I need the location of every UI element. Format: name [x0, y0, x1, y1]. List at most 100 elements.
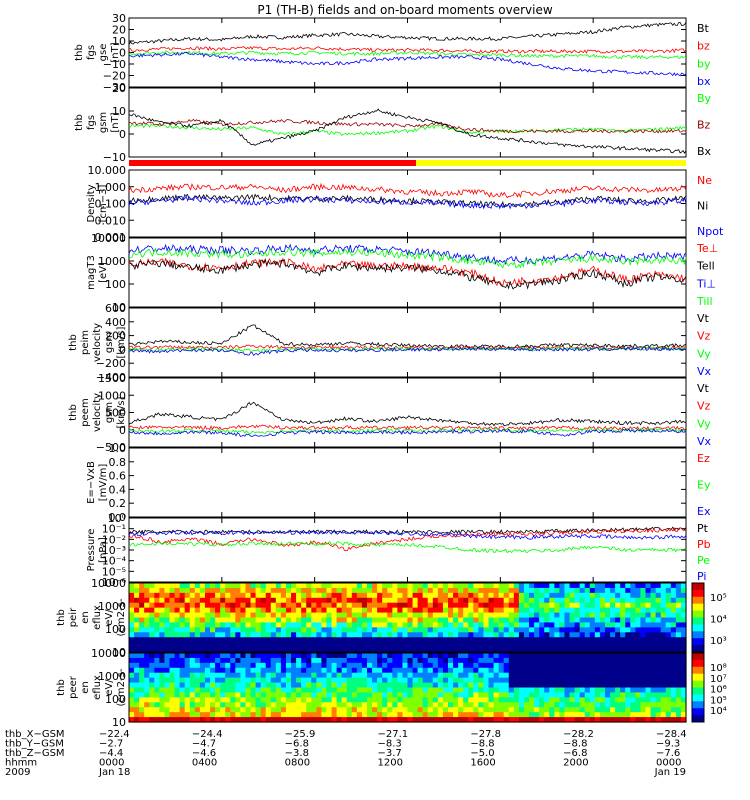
spectrogram-cell	[245, 687, 252, 694]
spectrogram-cell	[245, 632, 252, 638]
colorbar-segment	[692, 624, 704, 632]
spectrogram-cell	[518, 597, 525, 604]
spectrogram-cell	[620, 612, 626, 619]
spectrogram-cell	[260, 702, 267, 708]
spectrogram-cell	[382, 602, 388, 609]
spectrogram-cell	[366, 622, 373, 628]
spectrogram-cell	[463, 632, 469, 638]
spectrogram-cell	[417, 717, 424, 723]
spectrogram-cell	[670, 707, 677, 713]
spectrogram-cell	[427, 642, 434, 648]
spectrogram-cell	[336, 657, 343, 664]
spectrogram-cell	[179, 707, 186, 713]
spectrogram-cell	[366, 617, 373, 624]
spectrogram-cell	[625, 627, 631, 633]
spectrogram-cell	[230, 682, 236, 689]
spectrogram-cell	[534, 712, 540, 718]
spectrogram-cell	[372, 692, 378, 698]
spectrogram-cell	[331, 707, 338, 713]
spectrogram-cell	[164, 682, 171, 689]
spectrogram-cell	[427, 627, 434, 633]
spectrogram-cell	[610, 612, 616, 619]
spectrogram-cell	[174, 687, 181, 694]
spectrogram-cell	[260, 637, 267, 643]
spectrogram-cell	[422, 662, 429, 669]
spectrogram-cell	[174, 627, 181, 633]
spectrogram-cell	[301, 657, 307, 664]
legend-Till: Till	[696, 295, 713, 308]
spectrogram-cell	[604, 607, 611, 614]
spectrogram-cell	[559, 677, 566, 684]
spectrogram-cell	[508, 662, 515, 669]
spectrogram-cell	[311, 657, 317, 664]
spectrogram-cell	[372, 592, 378, 599]
colorbar-segment	[692, 673, 704, 682]
spectrogram-cell	[579, 597, 586, 604]
spectrogram-cell	[346, 627, 353, 633]
spectrogram-cell	[144, 687, 150, 694]
spectrogram-cell	[453, 647, 459, 653]
spectrogram-cell	[554, 587, 561, 594]
spectrogram-cell	[235, 672, 241, 679]
spectrogram-cell	[179, 672, 186, 679]
spectrogram-cell	[463, 692, 469, 698]
spectrogram-cell	[341, 627, 348, 633]
spectrogram-cell	[427, 687, 434, 694]
spectrogram-cell	[159, 632, 166, 638]
spectrogram-cell	[640, 642, 647, 648]
spectrogram-cell	[670, 677, 677, 684]
spectrogram-cell	[417, 583, 424, 589]
spectrogram-cell	[397, 667, 404, 674]
spectrogram-cell	[225, 662, 231, 669]
spectrogram-cell	[564, 672, 571, 679]
spectrogram-cell	[458, 682, 464, 689]
spectrogram-cell	[341, 657, 348, 664]
spectrogram-cell	[280, 612, 287, 619]
spectrogram-cell	[361, 632, 368, 638]
spectrogram-cell	[336, 597, 343, 604]
spectrogram-cell	[670, 682, 677, 689]
spectrogram-cell	[589, 653, 596, 659]
spectrogram-cell	[615, 702, 621, 708]
spectrogram-cell	[448, 662, 454, 669]
spectrogram-cell	[478, 592, 485, 599]
spectrogram-cell	[599, 583, 606, 589]
spectrogram-cell	[650, 717, 657, 723]
spectrogram-cell	[296, 617, 302, 624]
spectrogram-cell	[194, 622, 201, 628]
spectrogram-cell	[620, 717, 626, 723]
spectrogram-cell	[321, 667, 328, 674]
spectrogram-cell	[427, 657, 434, 664]
spectrogram-cell	[523, 662, 530, 669]
spectrogram-cell	[544, 592, 550, 599]
spectrogram-cell	[296, 627, 302, 633]
spectrogram-cell	[225, 657, 231, 664]
spectrogram-cell	[159, 587, 166, 594]
spectrogram-cell	[184, 657, 191, 664]
spectrogram-cell	[610, 583, 616, 589]
spectrogram-cell	[422, 682, 429, 689]
spectrogram-cell	[407, 682, 414, 689]
spectrogram-cell	[321, 612, 328, 619]
spectrogram-cell	[407, 702, 414, 708]
spectrogram-cell	[610, 637, 616, 643]
spectrogram-cell	[417, 587, 424, 594]
spectrogram-cell	[422, 697, 429, 703]
spectrogram-cell	[174, 632, 181, 638]
spectrogram-cell	[204, 587, 211, 594]
spectrogram-cell	[250, 667, 257, 674]
y-axis-label: thb	[56, 679, 67, 696]
spectrogram-cell	[159, 712, 166, 718]
spectrogram-cell	[240, 622, 247, 628]
spectrogram-cell	[432, 612, 439, 619]
spectrogram-cell	[265, 702, 272, 708]
spectrogram-cell	[534, 667, 540, 674]
spectrogram-cell	[280, 717, 287, 723]
spectrogram-cell	[513, 597, 520, 604]
y-axis-label: fgs	[86, 115, 97, 130]
spectrogram-cell	[523, 627, 530, 633]
y-tick-label: 400	[105, 316, 126, 329]
spectrogram-cell	[139, 607, 145, 614]
spectrogram-cell	[468, 672, 474, 679]
